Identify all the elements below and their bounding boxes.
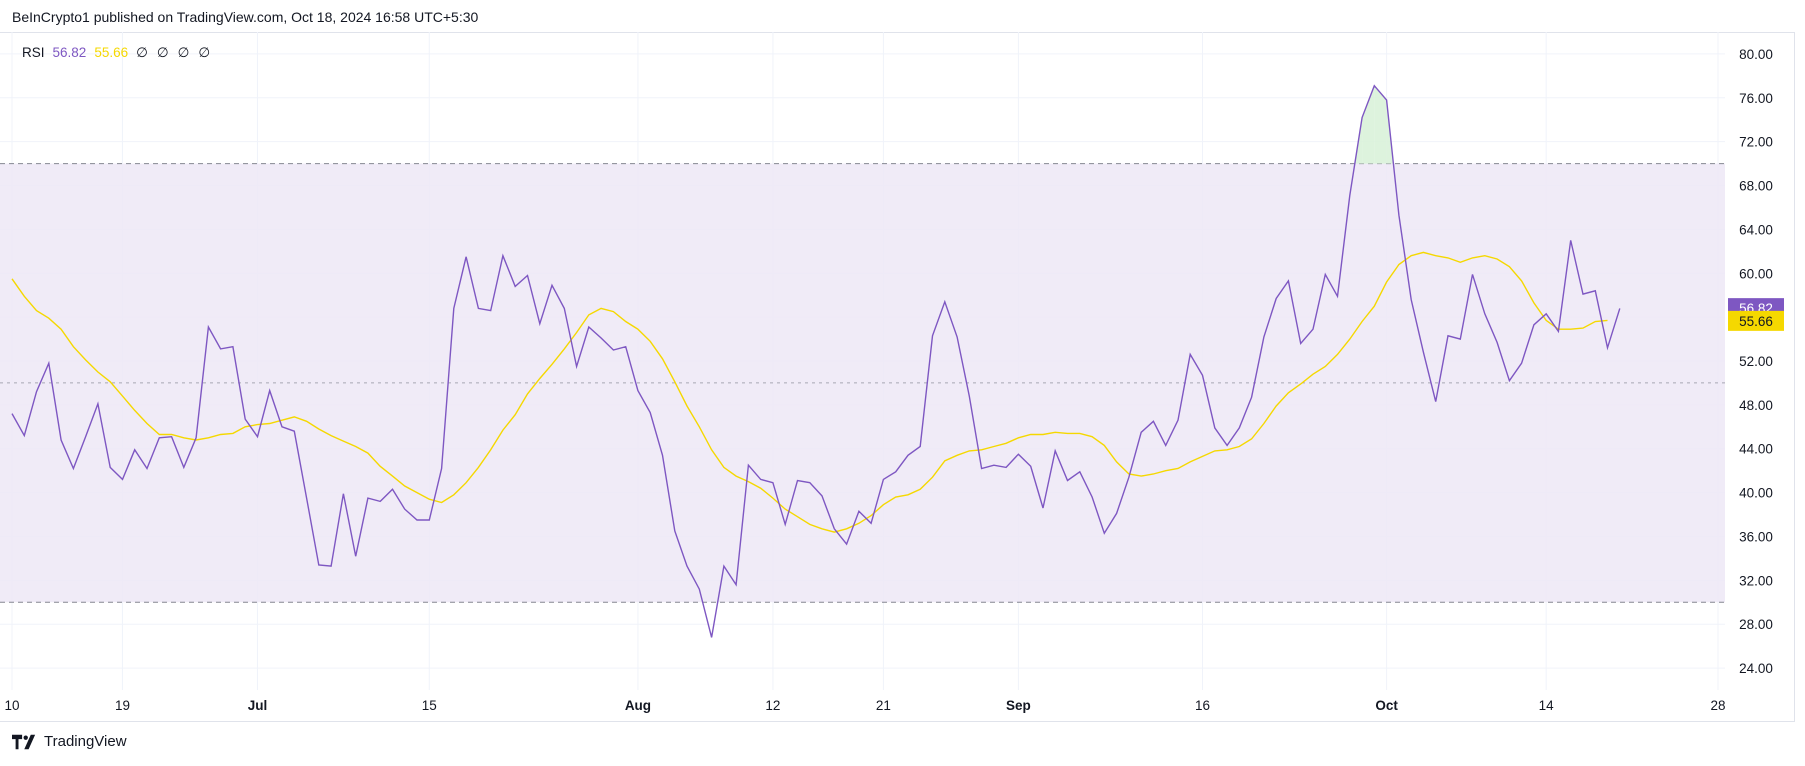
x-tick-label: 28: [1710, 698, 1725, 713]
legend-na-1: ∅: [136, 45, 149, 60]
legend-na-4: ∅: [198, 45, 212, 60]
tradingview-brand-text: TradingView: [44, 733, 127, 750]
ma-last-value-tag: 55.66: [1739, 314, 1773, 329]
ma-line: [11, 251, 1608, 533]
y-tick-label: 68.00: [1739, 179, 1773, 194]
y-tick-label: 48.00: [1739, 398, 1773, 413]
overbought-area: [1374, 85, 1387, 164]
footer-branding[interactable]: TradingView: [12, 733, 127, 750]
legend-na-3: ∅: [177, 45, 191, 60]
series-lines: [11, 84, 1621, 638]
x-tick-label: 19: [115, 698, 130, 713]
x-tick-label: 12: [765, 698, 780, 713]
x-tick-label: Oct: [1375, 698, 1398, 713]
y-axis: 80.0076.0072.0068.0064.0060.0056.0052.00…: [1739, 47, 1773, 676]
y-tick-label: 40.00: [1739, 486, 1773, 501]
x-tick-label: Sep: [1006, 698, 1031, 713]
rsi-chart[interactable]: 80.0076.0072.0068.0064.0060.0056.0052.00…: [0, 0, 1805, 730]
x-tick-label: 16: [1195, 698, 1210, 713]
y-tick-label: 28.00: [1739, 617, 1773, 632]
overbought-area: [1362, 85, 1375, 164]
x-tick-label: Jul: [248, 698, 268, 713]
legend-na-2: ∅: [156, 45, 170, 60]
tradingview-logo-icon: [12, 734, 36, 749]
y-tick-label: 24.00: [1739, 661, 1773, 676]
x-tick-label: Aug: [625, 698, 651, 713]
y-tick-label: 44.00: [1739, 442, 1773, 457]
x-tick-label: 14: [1539, 698, 1555, 713]
ma-last-value-tag-bg: [1728, 310, 1784, 331]
y-tick-label: 60.00: [1739, 266, 1773, 281]
y-tick-label: 72.00: [1739, 135, 1773, 150]
rsi-bands: [0, 163, 1725, 603]
indicator-legend[interactable]: RSI 56.82 55.66 ∅ ∅ ∅ ∅: [22, 45, 211, 61]
chart-frame: [0, 32, 1795, 722]
y-tick-label: 80.00: [1739, 47, 1773, 62]
x-tick-label: 10: [4, 698, 19, 713]
legend-ma-value: 55.66: [94, 45, 129, 60]
x-tick-label: 21: [876, 698, 891, 713]
y-tick-label: 52.00: [1739, 354, 1773, 369]
legend-indicator-name: RSI: [22, 45, 45, 60]
y-tick-label: 64.00: [1739, 222, 1773, 237]
y-tick-label: 32.00: [1739, 573, 1773, 588]
y-tick-label: 36.00: [1739, 529, 1773, 544]
publication-info: BeInCrypto1 published on TradingView.com…: [12, 9, 479, 25]
x-axis: 10 19 Jul 15 Aug 12 21 Sep 16 Oct 14 28: [4, 698, 1725, 713]
overbought-fill: [1354, 85, 1394, 164]
y-tick-label: 76.00: [1739, 91, 1773, 106]
x-tick-label: 15: [422, 698, 437, 713]
rsi-line: [11, 84, 1621, 638]
legend-rsi-value: 56.82: [52, 45, 87, 60]
